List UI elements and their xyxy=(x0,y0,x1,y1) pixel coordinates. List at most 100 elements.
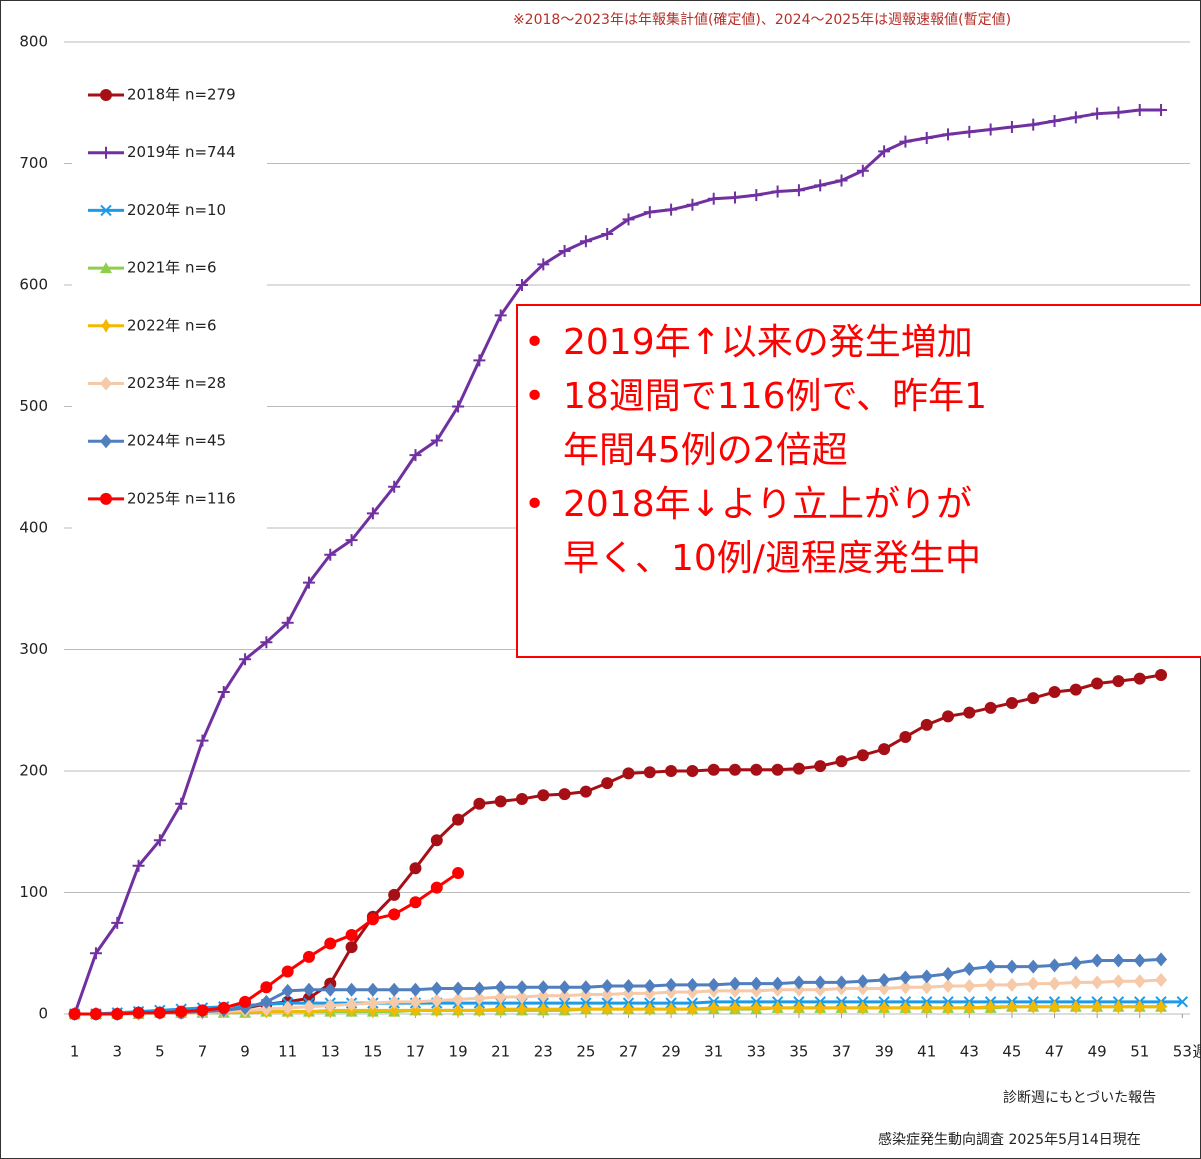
point xyxy=(1091,953,1104,968)
point xyxy=(473,981,486,996)
point xyxy=(856,974,869,989)
point xyxy=(408,1003,423,1018)
annotation-text: 18週間で116例で、昨年1 xyxy=(563,376,987,417)
point xyxy=(302,982,315,997)
point xyxy=(1048,958,1061,973)
legend-label: 2025年 n=116 xyxy=(127,489,236,507)
point xyxy=(856,749,869,762)
point xyxy=(365,1003,380,1018)
point xyxy=(771,976,784,991)
point xyxy=(665,765,678,777)
annotation-text: 早く、10例/週程度発生中 xyxy=(563,538,981,579)
bullet: • xyxy=(524,322,545,363)
x-tick-label: 29 xyxy=(662,1043,681,1061)
point xyxy=(388,888,401,901)
point xyxy=(1069,683,1082,696)
point xyxy=(877,1000,892,1015)
point xyxy=(1005,696,1018,709)
annotation-text: 2018年↓より立上がりが xyxy=(563,484,972,525)
legend-marker xyxy=(100,89,112,101)
point xyxy=(409,896,422,909)
point xyxy=(1090,999,1105,1014)
point xyxy=(494,989,507,1004)
point xyxy=(345,929,358,942)
point xyxy=(601,777,614,790)
point xyxy=(729,191,742,204)
point xyxy=(728,1000,743,1015)
x-tick-label: 3 xyxy=(112,1043,122,1061)
point xyxy=(388,994,401,1009)
point xyxy=(494,980,507,995)
annotation-box xyxy=(516,304,1201,658)
x-axis-label: 週 xyxy=(1192,1043,1201,1061)
point xyxy=(558,244,571,257)
x-tick-label: 27 xyxy=(619,1043,638,1061)
point xyxy=(1027,959,1040,974)
point xyxy=(302,950,315,963)
point xyxy=(643,979,656,994)
annotation-text: 2019年↑以来の発生増加 xyxy=(563,322,973,363)
point xyxy=(89,947,102,960)
point xyxy=(835,174,848,187)
point xyxy=(1048,976,1061,991)
point xyxy=(578,1002,593,1017)
point xyxy=(260,994,273,1009)
point xyxy=(409,449,422,462)
point xyxy=(1091,107,1104,120)
x-tick-label: 47 xyxy=(1045,1043,1064,1061)
x-tick-label: 1 xyxy=(70,1043,80,1061)
series-line xyxy=(73,108,1162,1015)
point xyxy=(345,997,358,1012)
point xyxy=(1091,975,1104,990)
point xyxy=(366,913,379,926)
point xyxy=(1069,975,1082,990)
point xyxy=(579,980,592,995)
point xyxy=(452,992,465,1007)
x-tick-label: 21 xyxy=(491,1043,510,1061)
legend-marker xyxy=(100,492,112,505)
point xyxy=(963,979,976,994)
point xyxy=(899,135,912,148)
x-tick-label: 17 xyxy=(406,1043,425,1061)
y-tick-label: 0 xyxy=(38,1005,48,1023)
point xyxy=(1155,972,1168,987)
point xyxy=(942,128,955,141)
point xyxy=(622,767,635,780)
point xyxy=(878,972,891,987)
point xyxy=(345,941,358,954)
x-tick-label: 7 xyxy=(198,1043,208,1061)
point xyxy=(515,980,528,995)
point xyxy=(942,710,955,723)
point xyxy=(729,983,742,998)
point xyxy=(1133,672,1146,685)
point xyxy=(175,797,188,810)
series-line xyxy=(74,1005,1162,1016)
x-tick-label: 15 xyxy=(363,1043,382,1061)
series xyxy=(68,972,1168,1021)
point xyxy=(1027,692,1040,705)
point xyxy=(601,987,614,1002)
point xyxy=(302,999,315,1014)
point xyxy=(579,785,592,798)
point xyxy=(111,1008,124,1020)
point xyxy=(729,763,742,776)
point xyxy=(707,977,720,992)
point xyxy=(686,198,699,211)
point xyxy=(1027,118,1040,131)
point xyxy=(409,982,422,997)
point xyxy=(920,980,933,995)
point xyxy=(1155,669,1168,682)
point xyxy=(494,309,507,322)
point xyxy=(685,1002,700,1017)
point xyxy=(430,881,443,894)
legend-marker xyxy=(100,376,112,391)
point xyxy=(984,701,997,714)
point xyxy=(1112,675,1125,688)
point xyxy=(388,982,401,997)
point xyxy=(1068,999,1083,1014)
point xyxy=(89,1008,102,1020)
y-tick-label: 700 xyxy=(19,154,48,172)
x-tick-label: 11 xyxy=(278,1043,297,1061)
point xyxy=(1048,686,1061,699)
point xyxy=(557,1002,572,1017)
